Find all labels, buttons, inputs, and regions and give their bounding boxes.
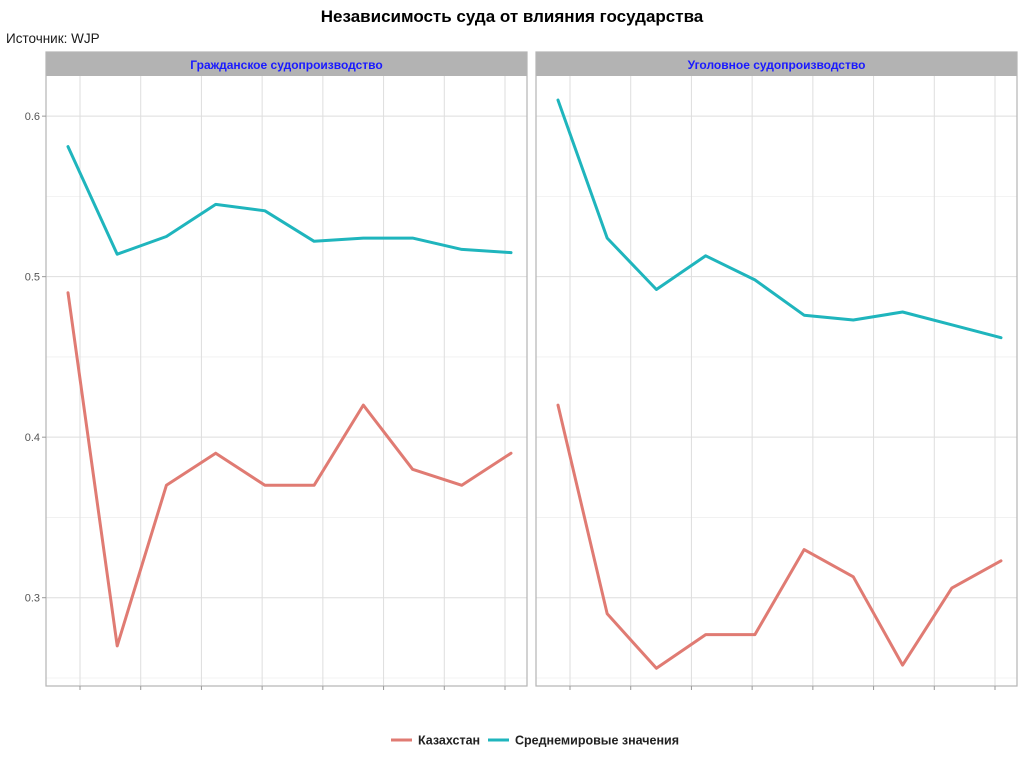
series-line-kazakhstan <box>66 291 513 648</box>
series-line-world-average <box>66 145 513 256</box>
legend-label-world-average: Среднемировые значения <box>515 734 679 748</box>
y-tick-label: 0.4 <box>25 432 40 444</box>
y-tick-label: 0.6 <box>25 111 40 123</box>
strip-label-civil: Гражданское судопроизводство <box>190 58 382 72</box>
chart-caption: Источник: WJP <box>6 31 100 46</box>
strip-criminal <box>536 52 1017 76</box>
panel-criminal: Уголовное судопроизводство <box>535 51 1018 690</box>
panel-civil: Гражданское судопроизводство <box>45 51 528 690</box>
y-tick-label: 0.3 <box>25 593 40 605</box>
legend: Казахстан Среднемировые значения <box>391 734 679 748</box>
y-axis: 0.3 0.4 0.5 0.6 <box>25 111 46 605</box>
strip-civil <box>46 52 527 76</box>
chart-title: Независимость суда от влияния государств… <box>321 7 704 26</box>
y-tick-label: 0.5 <box>25 272 40 284</box>
series-line-world-average <box>556 98 1003 340</box>
series-line-kazakhstan <box>556 403 1003 670</box>
legend-label-kazakhstan: Казахстан <box>418 734 480 748</box>
strip-label-criminal: Уголовное судопроизводство <box>688 58 866 72</box>
